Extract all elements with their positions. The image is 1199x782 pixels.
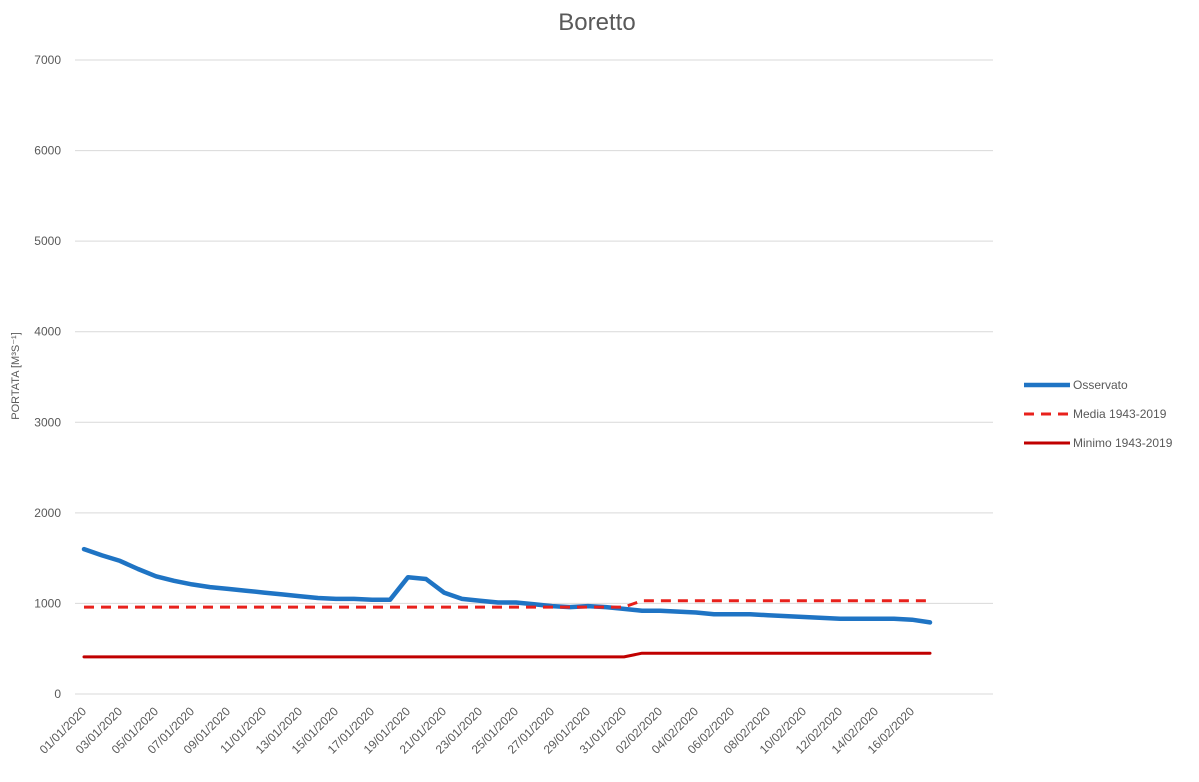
legend-label: Minimo 1943-2019 [1073, 436, 1173, 450]
y-tick-label: 7000 [34, 53, 61, 67]
y-axis-ticks: 0 1000 2000 3000 4000 5000 6000 7000 [34, 53, 61, 701]
legend-item-media: Media 1943-2019 [1024, 407, 1167, 421]
y-tick-label: 2000 [34, 506, 61, 520]
y-tick-label: 0 [54, 687, 61, 701]
y-tick-label: 4000 [34, 325, 61, 339]
legend-label: Media 1943-2019 [1073, 407, 1167, 421]
legend-item-osservato: Osservato [1024, 378, 1128, 392]
series-lines [81, 546, 933, 659]
series-line-minimo [82, 651, 932, 659]
x-axis-ticks: 01/01/202003/01/202005/01/202007/01/2020… [37, 704, 918, 757]
series-line-media [84, 599, 930, 609]
y-axis-label: PORTATA [M³S⁻¹] [10, 332, 22, 420]
y-tick-label: 5000 [34, 234, 61, 248]
legend: Osservato Media 1943-2019 Minimo 1943-2019 [1024, 378, 1173, 450]
chart-title: Boretto [558, 9, 635, 36]
y-tick-label: 1000 [34, 596, 61, 610]
gridlines [75, 59, 993, 695]
series-line-osservato [81, 546, 933, 625]
y-tick-label: 3000 [34, 415, 61, 429]
legend-label: Osservato [1073, 378, 1128, 392]
legend-item-minimo: Minimo 1943-2019 [1024, 436, 1173, 450]
y-tick-label: 6000 [34, 144, 61, 158]
